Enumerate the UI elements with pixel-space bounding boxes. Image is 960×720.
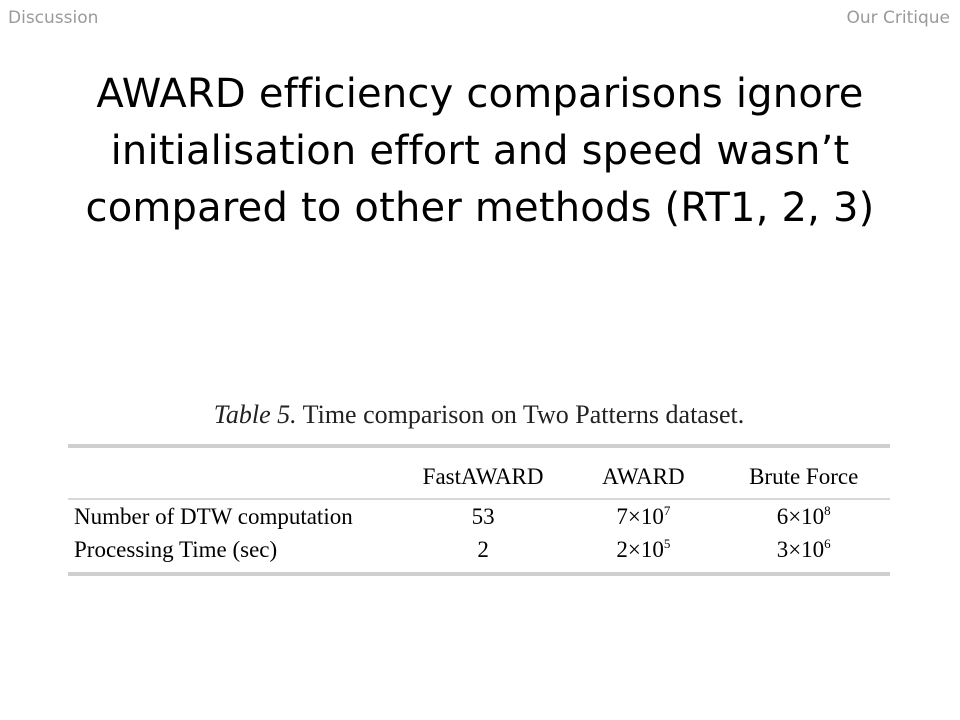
table-cell: 6×108 (776, 503, 831, 529)
column-header: AWARD (602, 464, 685, 489)
table-cell: 2×105 (616, 536, 671, 562)
table-row: Number of DTW computation 53 7×107 6×108 (68, 500, 890, 533)
row-label: Processing Time (sec) (74, 536, 278, 562)
table-caption-label: Table 5. (213, 400, 297, 429)
table-row: Processing Time (sec) 2 2×105 3×106 (68, 533, 890, 566)
title-line: initialisation effort and speed wasn’t (110, 128, 850, 174)
title-line: compared to other methods (RT1, 2, 3) (85, 185, 875, 231)
table-top-rule (68, 444, 890, 448)
row-label: Number of DTW computation (74, 503, 353, 529)
column-header: Brute Force (749, 464, 859, 489)
table-cell: 2 (477, 537, 489, 562)
table-cell: 7×107 (616, 503, 671, 529)
table-caption: Table 5. Time comparison on Two Patterns… (68, 400, 890, 430)
slide-title: AWARD efficiency comparisons ignore init… (30, 66, 930, 237)
subsection-label: Our Critique (846, 8, 950, 28)
column-header: FastAWARD (422, 464, 544, 489)
table-bottom-rule (68, 572, 890, 576)
table-caption-text: Time comparison on Two Patterns dataset. (296, 400, 745, 429)
table-cell: 53 (471, 504, 495, 529)
column-header (68, 448, 397, 498)
data-table: FastAWARD AWARD Brute Force (68, 448, 890, 498)
section-label: Discussion (8, 8, 99, 28)
title-line: AWARD efficiency comparisons ignore (96, 71, 864, 117)
table-cell: 3×106 (776, 536, 831, 562)
data-table-body: Number of DTW computation 53 7×107 6×108… (68, 500, 890, 566)
table-header-rule (68, 498, 890, 500)
table-header-row: FastAWARD AWARD Brute Force (68, 448, 890, 498)
comparison-table: Table 5. Time comparison on Two Patterns… (68, 400, 890, 576)
